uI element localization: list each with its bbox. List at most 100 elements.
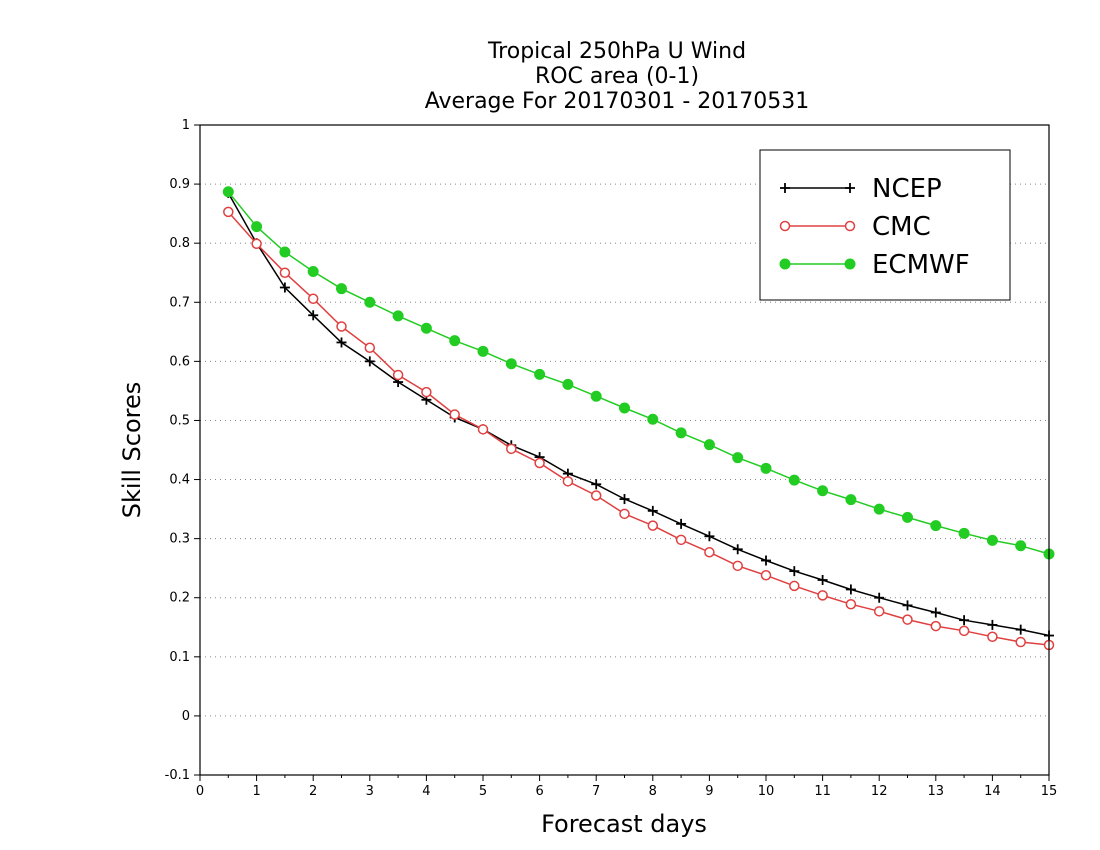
x-tick-label: 13 bbox=[928, 784, 945, 799]
data-point-cmc bbox=[279, 267, 291, 278]
x-tick-label: 5 bbox=[479, 784, 487, 799]
data-point-ecmwf bbox=[477, 345, 489, 357]
data-point-ecmwf bbox=[873, 503, 885, 515]
data-point-ecmwf bbox=[562, 378, 574, 390]
y-tick-label: 0.2 bbox=[169, 591, 190, 606]
x-tick-label: 1 bbox=[252, 784, 260, 799]
data-point-ncep bbox=[676, 518, 687, 529]
x-tick-label: 7 bbox=[592, 784, 600, 799]
legend-label-ncep: NCEP bbox=[872, 174, 942, 204]
data-point-cmc bbox=[364, 342, 376, 354]
y-tick-label: 0.1 bbox=[169, 650, 190, 665]
legend: NCEP CMC ECMWF bbox=[759, 149, 1011, 301]
data-point-cmc bbox=[619, 508, 630, 520]
legend-marker bbox=[779, 258, 791, 270]
data-point-ecmwf bbox=[732, 452, 744, 464]
data-point-cmc bbox=[477, 424, 489, 435]
x-tick-label: 4 bbox=[422, 784, 430, 799]
data-point-ncep bbox=[845, 584, 856, 595]
data-point-ecmwf bbox=[902, 511, 913, 523]
title-line-3: Average For 20170301 - 20170531 bbox=[425, 89, 810, 114]
data-point-cmc bbox=[590, 490, 602, 501]
data-point-cmc bbox=[562, 476, 574, 487]
data-point-cmc bbox=[817, 590, 828, 601]
data-point-ecmwf bbox=[760, 462, 772, 474]
data-point-ecmwf bbox=[449, 335, 461, 347]
data-point-ncep bbox=[761, 555, 771, 566]
data-point-ecmwf bbox=[222, 186, 234, 198]
y-tick-label: 0.9 bbox=[169, 177, 190, 192]
data-point-ecmwf bbox=[647, 413, 659, 425]
y-tick-label: 0.3 bbox=[169, 532, 190, 547]
data-point-ecmwf bbox=[336, 283, 347, 295]
data-point-ecmwf bbox=[930, 520, 942, 532]
data-point-cmc bbox=[421, 386, 432, 398]
data-point-cmc bbox=[251, 238, 262, 250]
data-point-ncep bbox=[619, 494, 630, 505]
data-point-ncep bbox=[987, 619, 998, 630]
y-tick-label: 0 bbox=[182, 709, 190, 724]
legend-box bbox=[759, 149, 1011, 301]
data-point-cmc bbox=[732, 560, 743, 572]
data-point-cmc bbox=[873, 606, 885, 617]
y-tick-label: 0.7 bbox=[169, 295, 190, 310]
data-point-ncep bbox=[874, 592, 885, 603]
data-point-ncep bbox=[647, 505, 658, 516]
legend-marker bbox=[779, 220, 791, 232]
data-point-ncep bbox=[308, 310, 319, 321]
data-point-ecmwf bbox=[590, 390, 602, 402]
title-line-1: Tropical 250hPa U Wind bbox=[487, 39, 746, 64]
data-point-cmc bbox=[307, 293, 319, 304]
data-point-cmc bbox=[845, 598, 857, 610]
data-point-ncep bbox=[279, 282, 290, 293]
data-point-ncep bbox=[959, 615, 970, 626]
y-tick-label: -0.1 bbox=[165, 768, 190, 783]
x-tick-label: 11 bbox=[814, 784, 831, 799]
data-point-cmc bbox=[1015, 636, 1026, 648]
data-point-cmc bbox=[392, 369, 404, 381]
data-point-ecmwf bbox=[279, 246, 291, 258]
data-point-ncep bbox=[902, 600, 913, 611]
data-point-cmc bbox=[534, 457, 545, 469]
legend-marker bbox=[844, 258, 856, 270]
x-tick-label: 15 bbox=[1041, 784, 1058, 799]
series-cmc bbox=[223, 206, 1055, 651]
data-point-ncep bbox=[591, 479, 602, 490]
data-point-ecmwf bbox=[817, 485, 829, 497]
data-point-ncep bbox=[732, 544, 743, 555]
series-layer bbox=[222, 186, 1055, 651]
x-tick-label: 3 bbox=[366, 784, 374, 799]
data-point-ecmwf bbox=[1015, 540, 1027, 552]
data-point-cmc bbox=[987, 631, 998, 642]
data-point-cmc bbox=[958, 625, 970, 637]
data-point-cmc bbox=[675, 534, 687, 546]
data-point-ncep bbox=[1015, 624, 1026, 635]
data-point-cmc bbox=[449, 409, 460, 420]
data-point-cmc bbox=[930, 620, 942, 632]
x-tick-label: 6 bbox=[535, 784, 543, 799]
chart-title: Tropical 250hPa U Wind ROC area (0-1) Av… bbox=[425, 39, 810, 114]
legend-item-cmc: CMC bbox=[779, 212, 931, 242]
data-point-ncep bbox=[704, 531, 715, 542]
y-axis-title: Skill Scores bbox=[118, 382, 146, 519]
data-point-cmc bbox=[223, 206, 234, 218]
data-point-cmc bbox=[336, 321, 347, 332]
legend-label-ecmwf: ECMWF bbox=[872, 250, 970, 280]
series-line-ncep bbox=[227, 192, 1050, 637]
title-line-2: ROC area (0-1) bbox=[535, 64, 699, 89]
data-point-ecmwf bbox=[251, 221, 263, 233]
data-point-ecmwf bbox=[392, 310, 404, 322]
x-tick-label: 14 bbox=[984, 784, 1001, 799]
data-point-ecmwf bbox=[845, 494, 857, 506]
series-ecmwf bbox=[222, 186, 1055, 560]
axis-ticks: -0.100.10.20.30.40.50.60.70.80.910 1 2 3 4 5 6… bbox=[165, 118, 1058, 799]
data-point-ncep bbox=[789, 566, 800, 577]
y-tick-label: 0.8 bbox=[169, 236, 190, 251]
data-point-ecmwf bbox=[307, 266, 319, 278]
data-point-ecmwf bbox=[958, 527, 970, 539]
x-tick-label: 10 bbox=[758, 784, 775, 799]
legend-label-cmc: CMC bbox=[872, 212, 931, 242]
data-point-ecmwf bbox=[420, 322, 432, 334]
data-point-ecmwf bbox=[788, 474, 800, 486]
